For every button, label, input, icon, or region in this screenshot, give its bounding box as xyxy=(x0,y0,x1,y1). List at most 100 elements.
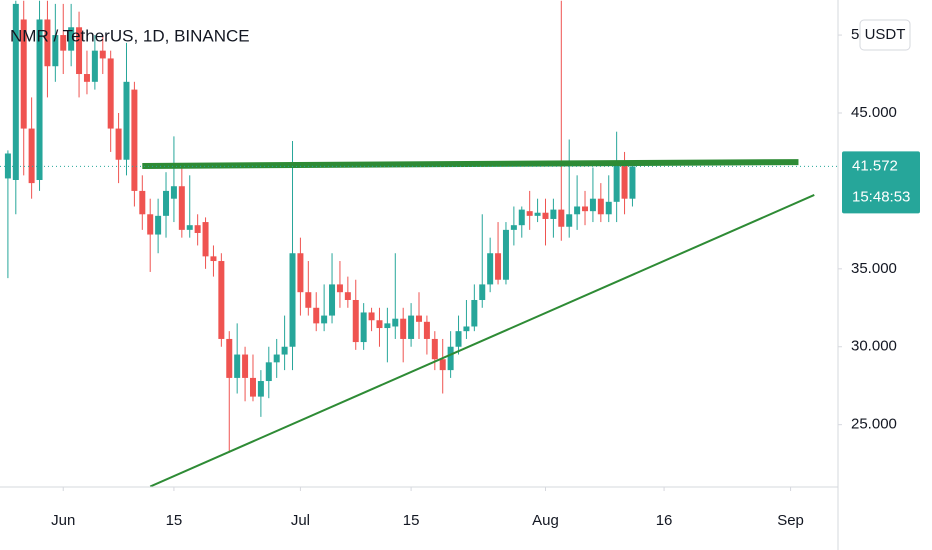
candle-body xyxy=(68,27,75,51)
candle-body xyxy=(107,58,114,129)
candle-body xyxy=(510,225,517,230)
candle-body xyxy=(408,315,415,339)
candle-body xyxy=(170,186,177,199)
candle-body xyxy=(234,354,241,378)
candle-body xyxy=(91,50,98,82)
candle-body xyxy=(242,354,249,378)
candle-body xyxy=(416,315,422,322)
candle-body xyxy=(52,35,59,67)
candle-body xyxy=(297,253,304,293)
candle-body xyxy=(249,377,256,397)
candle-body xyxy=(471,299,478,327)
candle-body xyxy=(139,190,146,215)
candle-body xyxy=(210,256,217,262)
candle-body xyxy=(186,225,193,230)
candle-body xyxy=(289,253,296,347)
candle-body xyxy=(582,206,589,212)
candle-body xyxy=(566,214,573,227)
axes: 25.00030.00035.00045.00050.000Jun15Jul15… xyxy=(51,19,920,529)
candle-body xyxy=(4,153,11,179)
candle-body xyxy=(439,359,446,371)
candle-body xyxy=(613,162,620,202)
candle-body xyxy=(423,321,430,339)
candle-body xyxy=(218,261,225,339)
candle-body xyxy=(558,209,565,227)
candle-body xyxy=(321,315,328,324)
y-tick-label: 25.000 xyxy=(851,416,897,433)
x-tick-label: Jul xyxy=(291,512,310,529)
candle-body xyxy=(344,292,351,300)
candle-body xyxy=(28,128,35,184)
x-tick-label: Sep xyxy=(777,512,804,529)
candle-body xyxy=(329,284,336,316)
candle-body xyxy=(147,214,154,235)
countdown: 15:48:53 xyxy=(852,188,910,205)
candle-body xyxy=(392,318,399,327)
price-label: 41.572 xyxy=(852,157,898,174)
candle-body xyxy=(99,50,106,59)
candle-body xyxy=(400,318,407,339)
unit-label: USDT xyxy=(865,26,906,43)
candle-body xyxy=(526,211,533,216)
candle-body xyxy=(574,206,581,215)
candle-body xyxy=(518,209,525,226)
candle-body xyxy=(495,253,502,280)
candle-body xyxy=(12,3,19,180)
y-tick-label: 30.000 xyxy=(851,338,897,355)
candle-body xyxy=(163,190,170,216)
x-tick-label: 15 xyxy=(166,512,183,529)
candle-body xyxy=(455,331,462,347)
candle-body xyxy=(479,284,486,300)
x-tick-label: Jun xyxy=(51,512,75,529)
candle-body xyxy=(431,338,438,360)
candle-body xyxy=(534,212,541,216)
unit-box xyxy=(859,19,911,51)
candle-body xyxy=(597,198,604,215)
candle-body xyxy=(621,162,628,199)
candle-body xyxy=(605,201,612,215)
trend-line xyxy=(149,194,815,487)
candle-body xyxy=(384,323,391,329)
candle-body xyxy=(123,81,130,160)
x-tick-label: 16 xyxy=(656,512,673,529)
x-tick-label: Aug xyxy=(532,512,559,529)
candle-body xyxy=(502,229,509,280)
candle-body xyxy=(20,19,27,129)
candle-body xyxy=(281,346,288,355)
plot-area xyxy=(0,0,838,487)
candle-body xyxy=(60,35,67,51)
candle-body xyxy=(305,292,312,308)
x-tick-label: 15 xyxy=(403,512,420,529)
candle-body xyxy=(368,312,375,321)
candle-body xyxy=(194,225,201,233)
candle-body xyxy=(202,222,209,257)
candle-body xyxy=(589,198,596,212)
candle-body xyxy=(376,320,383,329)
candle-body xyxy=(265,362,272,382)
candle-body xyxy=(336,284,343,293)
chart-title: NMR / TetherUS, 1D, BINANCE xyxy=(10,26,250,45)
candle-body xyxy=(226,338,233,378)
trend-line xyxy=(142,159,799,169)
candle-body xyxy=(550,209,557,219)
y-tick-label: 45.000 xyxy=(851,104,897,121)
y-tick-label: 35.000 xyxy=(851,260,897,277)
candle-body xyxy=(273,354,280,363)
candle-body xyxy=(36,19,43,180)
candle-body xyxy=(629,166,636,199)
candle-body xyxy=(131,89,138,191)
candle-body xyxy=(155,215,162,235)
candle-body xyxy=(487,253,494,285)
candle-body xyxy=(44,19,51,67)
candle-body xyxy=(360,312,367,343)
candle-body xyxy=(178,186,185,230)
candle-body xyxy=(542,212,549,219)
candle-body xyxy=(447,346,454,371)
candle-body xyxy=(257,381,264,397)
candle-body xyxy=(313,307,320,324)
candle-body xyxy=(76,27,83,75)
candle-body xyxy=(463,326,470,332)
candle-body xyxy=(352,299,359,343)
